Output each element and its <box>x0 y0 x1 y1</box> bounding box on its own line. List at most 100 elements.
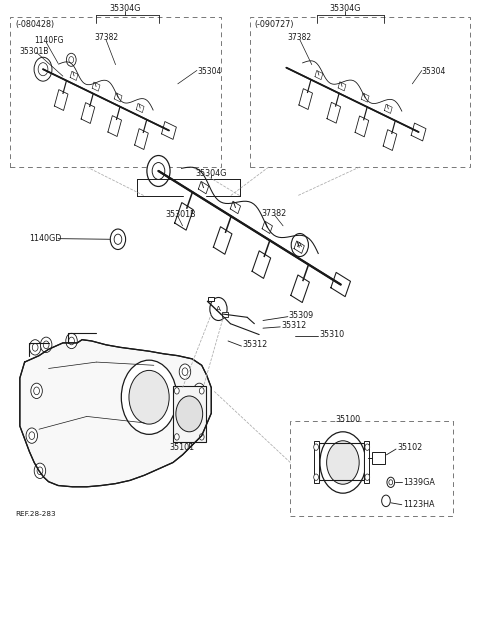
Circle shape <box>38 63 48 76</box>
Circle shape <box>326 441 359 484</box>
Text: 35310: 35310 <box>319 330 344 339</box>
Circle shape <box>382 495 390 506</box>
Circle shape <box>29 432 35 440</box>
Bar <box>208 297 214 301</box>
Text: 37382: 37382 <box>288 33 312 42</box>
Polygon shape <box>135 129 148 149</box>
Bar <box>10 17 221 167</box>
Polygon shape <box>294 241 304 253</box>
Circle shape <box>121 360 177 435</box>
Circle shape <box>320 432 366 493</box>
Circle shape <box>129 370 169 424</box>
Text: 35312: 35312 <box>281 321 306 330</box>
Text: 35309: 35309 <box>289 311 314 320</box>
Polygon shape <box>331 272 350 297</box>
Circle shape <box>34 387 39 395</box>
Circle shape <box>193 383 205 399</box>
Circle shape <box>29 340 41 355</box>
Circle shape <box>314 474 319 480</box>
Text: 35312: 35312 <box>242 340 268 349</box>
Circle shape <box>110 229 126 249</box>
Bar <box>314 441 319 483</box>
Polygon shape <box>108 115 121 137</box>
Bar <box>250 17 470 167</box>
Circle shape <box>152 163 165 179</box>
Circle shape <box>314 444 319 451</box>
Text: (-080428): (-080428) <box>15 20 54 29</box>
Text: 35101: 35101 <box>169 443 194 452</box>
Circle shape <box>182 368 188 376</box>
Circle shape <box>40 337 52 353</box>
Text: A: A <box>216 306 221 312</box>
Text: 35301B: 35301B <box>20 47 49 56</box>
Text: A: A <box>297 242 302 248</box>
Polygon shape <box>327 103 341 123</box>
Text: 1339GA: 1339GA <box>403 478 434 487</box>
Circle shape <box>176 396 203 432</box>
Bar <box>290 421 453 515</box>
Polygon shape <box>175 203 193 230</box>
Polygon shape <box>230 201 240 213</box>
Polygon shape <box>355 116 369 137</box>
Text: 35304G: 35304G <box>195 169 227 178</box>
Text: 35304: 35304 <box>422 67 446 76</box>
Circle shape <box>26 428 37 444</box>
Circle shape <box>291 233 309 256</box>
Polygon shape <box>114 93 122 102</box>
Polygon shape <box>54 90 68 110</box>
Circle shape <box>43 341 49 349</box>
Polygon shape <box>411 123 426 141</box>
Bar <box>372 453 385 464</box>
Polygon shape <box>81 103 95 124</box>
Bar <box>364 441 369 483</box>
Text: 1140GD: 1140GD <box>29 234 62 243</box>
Text: 1123HA: 1123HA <box>403 500 434 509</box>
Circle shape <box>179 364 191 379</box>
Circle shape <box>66 333 77 349</box>
Polygon shape <box>92 82 100 91</box>
Circle shape <box>210 297 227 320</box>
Polygon shape <box>315 71 323 79</box>
Text: 35100: 35100 <box>336 415 361 424</box>
Circle shape <box>69 56 74 63</box>
Circle shape <box>69 337 74 345</box>
Circle shape <box>389 479 393 485</box>
Polygon shape <box>136 103 144 113</box>
Circle shape <box>37 467 43 474</box>
Polygon shape <box>252 251 271 278</box>
Circle shape <box>199 434 204 440</box>
Text: 37382: 37382 <box>94 33 118 42</box>
Bar <box>319 444 364 480</box>
Polygon shape <box>338 82 346 91</box>
Polygon shape <box>291 275 310 303</box>
Bar <box>173 386 205 442</box>
Circle shape <box>147 156 170 187</box>
Text: 35304G: 35304G <box>109 4 141 13</box>
Polygon shape <box>262 221 273 233</box>
Circle shape <box>196 387 202 395</box>
Text: REF.28-283: REF.28-283 <box>15 511 56 517</box>
Text: 35304G: 35304G <box>330 4 361 13</box>
Text: 35301B: 35301B <box>166 210 196 219</box>
Text: 1140FG: 1140FG <box>34 37 64 46</box>
Polygon shape <box>162 122 176 139</box>
Circle shape <box>114 234 122 244</box>
Polygon shape <box>299 88 312 110</box>
Text: (-090727): (-090727) <box>254 20 294 29</box>
Circle shape <box>365 444 370 451</box>
Circle shape <box>174 388 179 394</box>
Circle shape <box>365 474 370 480</box>
Bar <box>222 312 228 317</box>
Polygon shape <box>214 227 232 254</box>
Circle shape <box>174 434 179 440</box>
Circle shape <box>387 477 395 487</box>
Circle shape <box>34 463 46 478</box>
Circle shape <box>66 53 76 66</box>
Polygon shape <box>361 93 369 102</box>
Circle shape <box>34 57 52 81</box>
Circle shape <box>31 383 42 399</box>
Circle shape <box>199 388 204 394</box>
Text: 35102: 35102 <box>397 443 422 452</box>
Polygon shape <box>383 129 397 151</box>
Circle shape <box>32 344 38 351</box>
